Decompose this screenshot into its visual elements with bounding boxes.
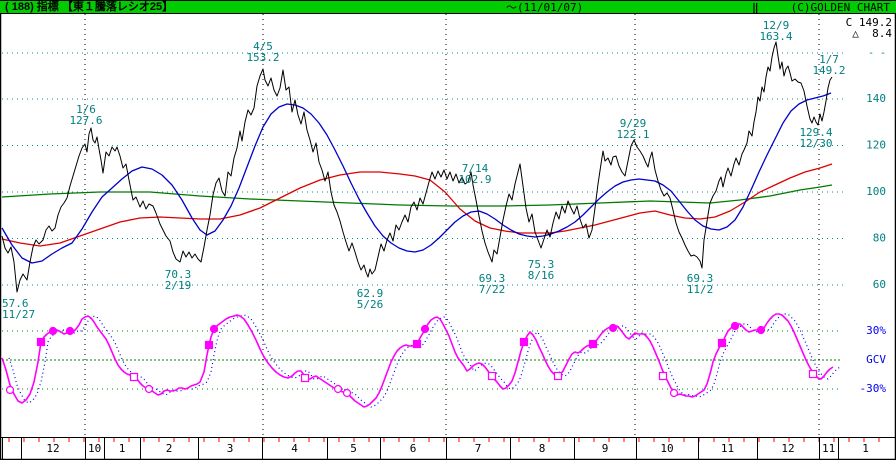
x-axis-month-label: 12 xyxy=(46,442,59,455)
x-axis-month-label: 9 xyxy=(602,442,609,455)
open-square-marker xyxy=(300,373,310,383)
change-value: △ 8.4 xyxy=(852,27,892,40)
x-axis-month-label: 3 xyxy=(227,442,234,455)
buy-signal-marker xyxy=(717,338,727,348)
y-axis-label: - - xyxy=(868,48,886,59)
chart-title: ( 188) 指標 【東１騰落レシオ25】 xyxy=(5,1,174,13)
buy-signal-marker xyxy=(519,337,529,347)
open-circle-marker xyxy=(333,384,343,394)
annotation-line2: 11/2 xyxy=(687,283,714,296)
x-axis-month-label: 12 xyxy=(781,442,794,455)
x-axis-month-label: 5 xyxy=(350,442,357,455)
annotation-line2: 11/27 xyxy=(2,308,35,321)
annotation-line1: 70.3 xyxy=(165,268,192,281)
annotation-line2: 12/30 xyxy=(799,137,832,150)
ma-short-blue-line xyxy=(1,92,832,264)
y-axis-label: 100 xyxy=(866,185,886,198)
annotation-line1: 69.3 xyxy=(687,272,714,285)
open-circle-marker xyxy=(669,388,679,398)
oscillator-axis-label: GCV xyxy=(866,353,886,366)
x-axis-month-label: 1 xyxy=(862,442,869,455)
ma-long-green-line xyxy=(1,184,833,207)
annotation-line2: 8/16 xyxy=(528,269,555,282)
open-circle-marker xyxy=(144,384,154,394)
annotation-line2: 2/19 xyxy=(165,279,192,292)
x-axis-month-label: 6 xyxy=(410,442,417,455)
ma-medium-red-line xyxy=(1,163,833,247)
price-stats: C 149.2 △ 8.4 xyxy=(846,17,892,39)
annotation-line1: 57.6 xyxy=(2,297,29,310)
oscillator-axis-label: -30% xyxy=(860,382,887,395)
copyright: (C)GOLDEN CHART xyxy=(790,1,890,14)
peak-signal-marker xyxy=(209,324,219,334)
x-axis-month-label: 11 xyxy=(721,442,734,455)
buy-signal-marker xyxy=(588,339,598,349)
daily-ratio-black-line xyxy=(1,41,833,293)
peak-signal-marker xyxy=(420,324,430,334)
x-axis-month-label: 1 xyxy=(119,442,126,455)
y-axis-label: 140 xyxy=(866,92,886,105)
date-range: 〜(11/01/07) xyxy=(506,1,584,14)
open-circle-marker xyxy=(342,388,352,398)
annotation-line1: 9/29 xyxy=(620,117,647,130)
x-axis-month-label: 8 xyxy=(539,442,546,455)
annotation-line1: 129.4 xyxy=(799,126,832,139)
y-axis-label: 60 xyxy=(873,278,886,291)
peak-signal-marker xyxy=(730,321,740,331)
x-axis-month-label: 4 xyxy=(291,442,298,455)
annotation-line2: 102.9 xyxy=(458,173,491,186)
y-axis-label: 80 xyxy=(873,232,886,245)
open-square-marker xyxy=(658,371,668,381)
annotation-line2: 153.2 xyxy=(246,51,279,64)
open-square-marker xyxy=(553,371,563,381)
open-square-marker xyxy=(129,372,139,382)
annotation-line1: 69.3 xyxy=(479,272,506,285)
annotation-line2: 163.4 xyxy=(759,30,792,43)
x-axis-year-label: 11 xyxy=(822,442,835,455)
annotation-line2: 122.1 xyxy=(616,128,649,141)
title-bar: ( 188) 指標 【東１騰落レシオ25】 〜(11/01/07) ‖ (C)G… xyxy=(0,0,896,14)
peak-signal-marker xyxy=(48,326,58,336)
annotation-line2: 149.2 xyxy=(812,64,845,77)
annotation-line2: 7/22 xyxy=(479,283,506,296)
annotation-line2: 5/26 xyxy=(357,298,384,311)
buy-signal-marker xyxy=(36,337,46,347)
annotation-line1: 12/9 xyxy=(763,19,790,32)
open-circle-marker xyxy=(5,385,15,395)
buy-signal-marker xyxy=(412,339,422,349)
open-square-marker xyxy=(808,369,818,379)
annotation-line1: 7/14 xyxy=(462,162,489,175)
y-axis-label: 120 xyxy=(866,139,886,152)
peak-signal-marker xyxy=(65,326,75,336)
annotation-line1: 75.3 xyxy=(528,258,555,271)
x-axis-year-label: 10 xyxy=(88,442,101,455)
open-square-marker xyxy=(487,371,497,381)
buy-signal-marker xyxy=(204,340,214,350)
annotation-line1: 1/6 xyxy=(76,103,96,116)
x-axis-month-label: 7 xyxy=(475,442,482,455)
annotation-line1: 62.9 xyxy=(357,287,384,300)
annotation-line1: 1/7 xyxy=(819,53,839,66)
annotation-line1: 4/5 xyxy=(253,40,273,53)
annotation-line2: 127.6 xyxy=(69,114,102,127)
titlebar-divider: ‖ xyxy=(752,1,759,14)
x-axis-month-label: 2 xyxy=(166,442,173,455)
x-axis-month-label: 10 xyxy=(660,442,673,455)
close-value: C 149.2 xyxy=(845,16,892,29)
oscillator-axis-label: 30% xyxy=(866,324,886,337)
peak-signal-marker xyxy=(608,323,618,333)
peak-signal-marker xyxy=(756,325,766,335)
